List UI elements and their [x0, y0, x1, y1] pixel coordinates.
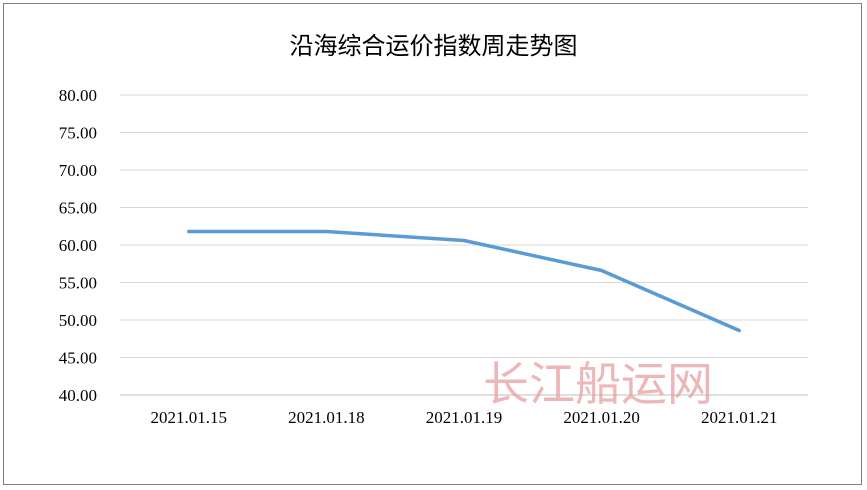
x-tick-label: 2021.01.20	[563, 408, 640, 427]
y-tick-label: 70.00	[59, 161, 97, 180]
y-axis-ticks: 40.00 45.00 50.00 55.00 60.00 65.00 70.00 75.00…	[59, 86, 97, 405]
y-tick-label: 45.00	[59, 349, 97, 368]
watermark-text: 长江船运网	[483, 357, 713, 411]
x-tick-label: 2021.01.18	[288, 408, 365, 427]
x-tick-label: 2021.01.19	[426, 408, 503, 427]
y-tick-label: 80.00	[59, 86, 97, 105]
y-tick-label: 60.00	[59, 236, 97, 255]
y-tick-label: 50.00	[59, 311, 97, 330]
data-point	[187, 230, 191, 233]
gridlines	[120, 94, 808, 396]
series-line	[187, 229, 741, 333]
y-tick-label: 40.00	[59, 386, 97, 405]
y-tick-label: 75.00	[59, 124, 97, 143]
y-tick-label: 55.00	[59, 274, 97, 293]
x-tick-label: 2021.01.21	[701, 408, 778, 427]
data-point	[462, 239, 466, 242]
series-layer	[187, 229, 741, 333]
y-tick-label: 65.00	[59, 199, 97, 218]
data-point	[324, 230, 328, 233]
chart-frame	[3, 3, 862, 485]
x-tick-label: 2021.01.15	[151, 408, 228, 427]
data-point	[600, 269, 604, 272]
data-point	[737, 329, 741, 332]
x-axis-ticks: 2021.01.15 2021.01.18 2021.01.19 2021.01.20…	[151, 408, 778, 427]
chart-title: 沿海综合运价指数周走势图	[289, 32, 578, 60]
